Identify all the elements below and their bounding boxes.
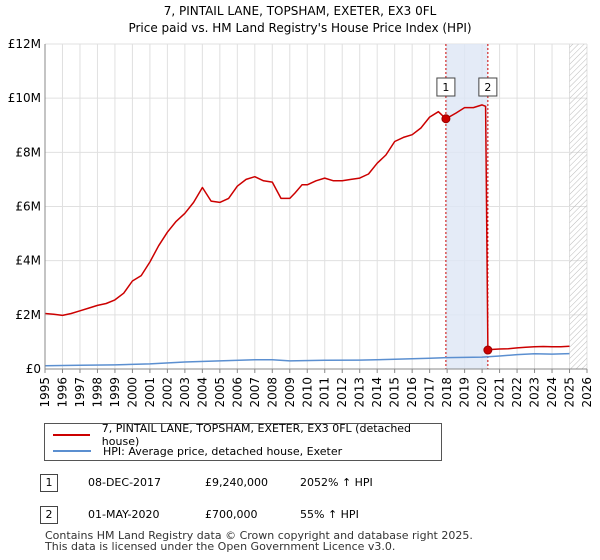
x-tick-label: 2023 xyxy=(528,377,542,408)
x-tick-label: 2001 xyxy=(143,377,157,408)
footer-notice: Contains HM Land Registry data © Crown c… xyxy=(45,530,473,552)
sale-callout-box xyxy=(478,77,498,97)
sale-date: 08-DEC-2017 xyxy=(88,476,162,489)
x-tick-label: 2011 xyxy=(318,377,332,408)
sale-date: 01-MAY-2020 xyxy=(88,508,160,521)
x-tick-label: 2017 xyxy=(423,377,437,408)
x-tick-label: 1995 xyxy=(38,377,52,408)
x-tick-label: 2020 xyxy=(475,377,489,408)
sale-price: £9,240,000 xyxy=(205,476,268,489)
x-tick-label: 2019 xyxy=(458,377,472,408)
x-tick-label: 2005 xyxy=(213,377,227,408)
legend-label-property: 7, PINTAIL LANE, TOPSHAM, EXETER, EX3 0F… xyxy=(101,422,412,448)
x-tick-label: 1996 xyxy=(55,377,69,408)
sale-callout-box xyxy=(436,77,456,97)
sale-point xyxy=(483,345,493,355)
x-tick-label: 2010 xyxy=(300,377,314,408)
sale-price: £700,000 xyxy=(205,508,258,521)
y-tick-label: £12M xyxy=(8,37,41,51)
sale-row-1: 1 08-DEC-2017 £9,240,000 2052% ↑ HPI xyxy=(40,474,600,494)
sale-hpi-change: 2052% ↑ HPI xyxy=(300,476,373,489)
sale-period-shading xyxy=(445,44,587,369)
x-tick-label: 2004 xyxy=(195,377,209,408)
x-tick-label: 2016 xyxy=(405,377,419,408)
legend-swatch-hpi xyxy=(53,450,91,452)
x-tick-label: 2003 xyxy=(178,377,192,408)
y-tick-label: £0 xyxy=(26,362,41,376)
sale-row-2: 2 01-MAY-2020 £700,000 55% ↑ HPI xyxy=(40,506,600,526)
sale-point xyxy=(441,114,451,124)
x-tick-label: 2008 xyxy=(265,377,279,408)
axes: £0 £2M £4M £6M £8M £10M £12M 1995 1996 1997 1998 19… xyxy=(8,37,594,408)
x-tick-label: 2012 xyxy=(335,377,349,408)
x-tick-label: 2014 xyxy=(370,377,384,408)
sale-badge: 2 xyxy=(40,506,58,524)
sale-callout-label: 1 xyxy=(442,81,449,94)
y-tick-label: £10M xyxy=(8,91,41,105)
chart-subtitle: Price paid vs. HM Land Registry's House … xyxy=(128,21,471,35)
x-tick-label: 2002 xyxy=(160,377,174,408)
x-tick-label: 2024 xyxy=(545,377,559,408)
sale-callout-label: 2 xyxy=(484,81,491,94)
forecast-hatch xyxy=(569,44,587,369)
x-tick-label: 1997 xyxy=(73,377,87,408)
sale-period-band xyxy=(445,44,488,369)
legend: 7, PINTAIL LANE, TOPSHAM, EXETER, EX3 0F… xyxy=(44,422,442,461)
sale-badge: 1 xyxy=(40,474,58,492)
legend-swatch-property xyxy=(53,434,90,436)
footer-licence: This data is licensed under the Open Gov… xyxy=(45,540,396,553)
series xyxy=(44,104,570,367)
x-tick-label: 2013 xyxy=(353,377,367,408)
grid xyxy=(44,43,588,370)
footer-copyright: Contains HM Land Registry data © Crown c… xyxy=(45,529,473,542)
chart-title: 7, PINTAIL LANE, TOPSHAM, EXETER, EX3 0F… xyxy=(164,4,437,18)
y-tick-label: £4M xyxy=(15,254,41,268)
price-chart: 7, PINTAIL LANE, TOPSHAM, EXETER, EX3 0F… xyxy=(8,4,594,408)
x-tick-label: 2022 xyxy=(510,377,524,408)
x-tick-label: 1998 xyxy=(90,377,104,408)
legend-label-hpi: HPI: Average price, detached house, Exet… xyxy=(103,444,343,458)
y-tick-label: £8M xyxy=(15,145,41,159)
x-tick-label: 2021 xyxy=(493,377,507,408)
property-price-line xyxy=(44,104,570,351)
x-tick-label: 2015 xyxy=(388,377,402,408)
x-tick-label: 2006 xyxy=(230,377,244,408)
sale-hpi-change: 55% ↑ HPI xyxy=(300,508,359,521)
y-tick-label: £6M xyxy=(15,200,41,214)
y-tick-label: £2M xyxy=(15,308,41,322)
x-tick-label: 2007 xyxy=(248,377,262,408)
legend-item-property: 7, PINTAIL LANE, TOPSHAM, EXETER, EX3 0F… xyxy=(53,422,441,448)
x-tick-label: 1999 xyxy=(108,377,122,408)
hpi-line xyxy=(44,352,570,367)
x-tick-label: 2000 xyxy=(125,377,139,408)
x-tick-label: 2026 xyxy=(580,377,594,408)
x-tick-label: 2018 xyxy=(440,377,454,408)
x-tick-label: 2009 xyxy=(283,377,297,408)
x-tick-label: 2025 xyxy=(563,377,577,408)
legend-item-hpi: HPI: Average price, detached house, Exet… xyxy=(53,443,342,459)
